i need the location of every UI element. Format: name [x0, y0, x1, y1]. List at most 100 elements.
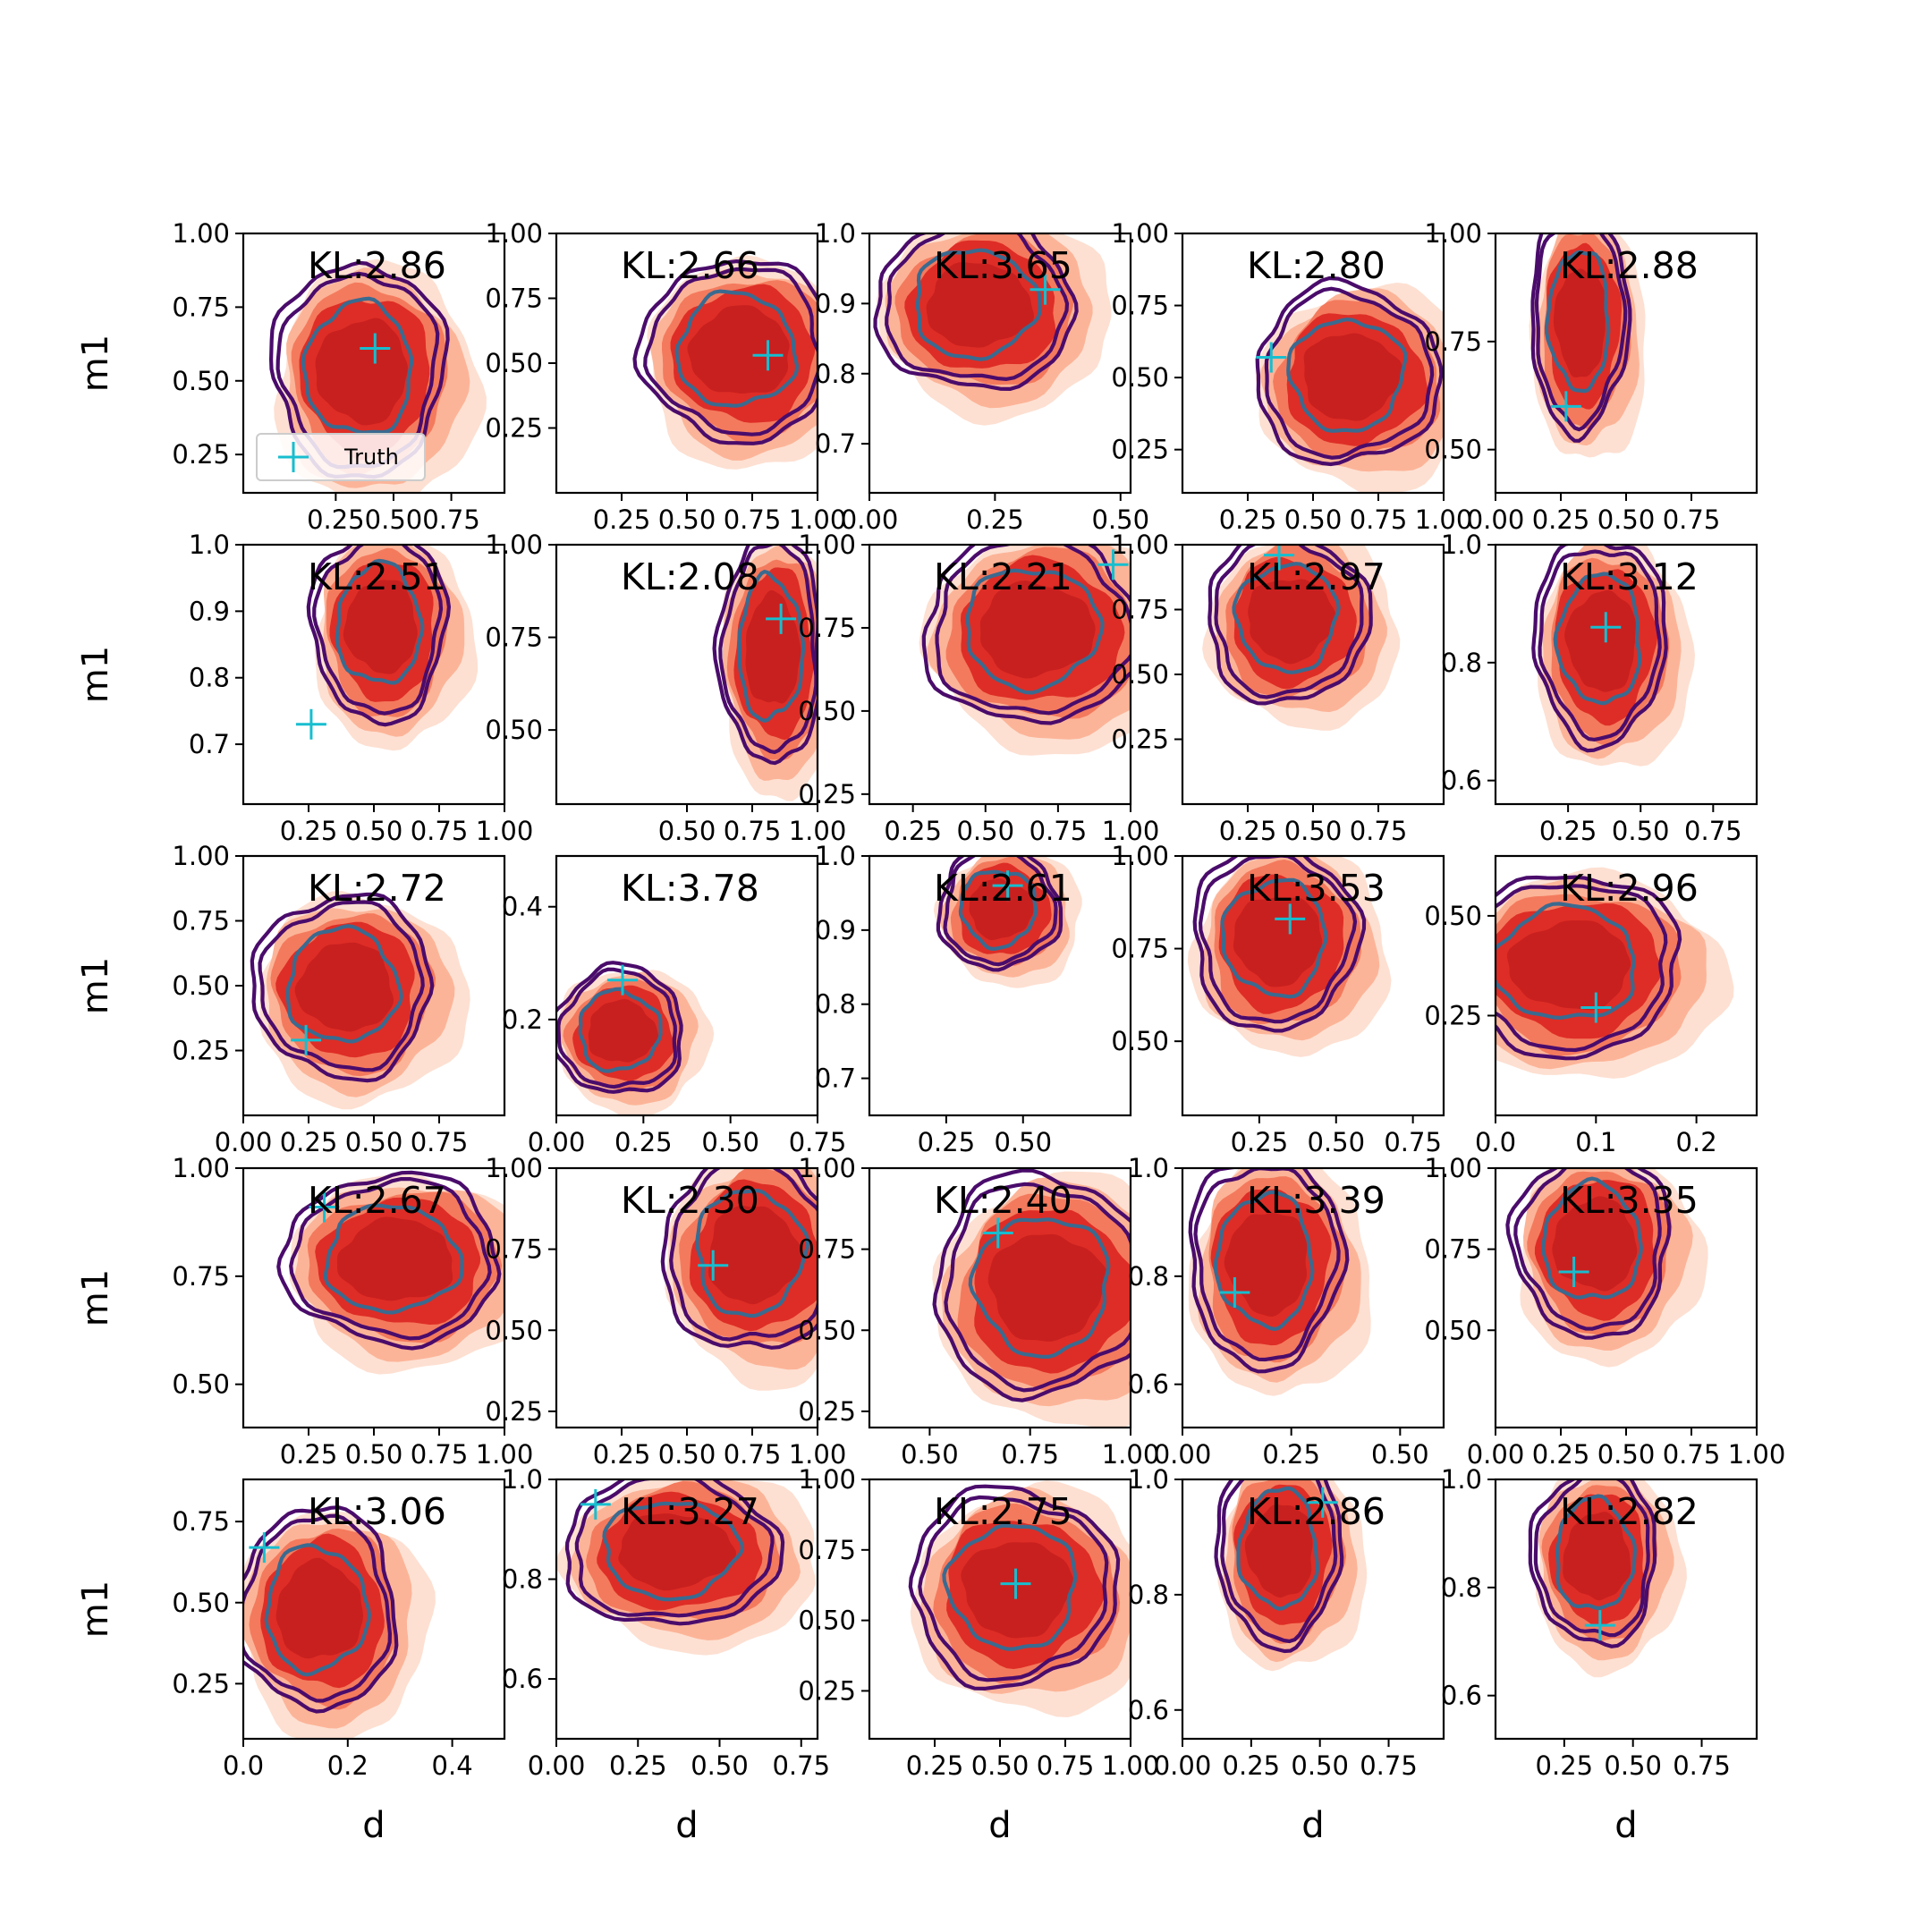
y-tick-label: 0.75: [172, 1506, 230, 1537]
x-tick-label: 0.2: [1676, 1127, 1717, 1157]
y-tick-label: 1.00: [1111, 841, 1169, 871]
y-tick-label: 0.50: [485, 715, 543, 745]
y-tick-label: 0.2: [502, 1004, 543, 1035]
axes-frame: [868, 543, 1132, 806]
x-tick-label: 1.00: [789, 504, 847, 535]
x-tick-label: 0.50: [1284, 816, 1343, 846]
contour-outer: [276, 1170, 502, 1351]
contour-inner: [695, 1188, 810, 1318]
kl-label: KL:2.86: [1247, 1490, 1385, 1533]
contour-outer: [243, 1505, 399, 1714]
x-tick-label: 1.00: [1102, 1750, 1160, 1781]
axes-frame: [1181, 1166, 1445, 1429]
contour-middle: [289, 1177, 492, 1341]
legend-label: Truth: [343, 445, 399, 470]
y-axis-label: m1: [75, 646, 116, 703]
y-tick-label: 0.75: [1111, 934, 1169, 964]
contour-middle: [243, 1513, 393, 1703]
kl-label: KL:2.72: [308, 867, 446, 910]
kl-label: KL:2.08: [621, 555, 759, 598]
x-tick-label: 0.50: [1371, 1439, 1429, 1470]
subplot-22: 0.00 0.25 0.50 0.75 0.6 0.8 1.0 KL:3.27 d: [502, 1464, 830, 1846]
kl-label: KL:2.51: [308, 555, 446, 598]
plot-area: [1529, 233, 1646, 458]
subplot-12: 0.00 0.25 0.50 0.75 0.2 0.4 KL:3.78: [502, 854, 846, 1157]
contour-inner: [1220, 877, 1328, 999]
x-tick-label: 0.00: [215, 1127, 273, 1157]
y-tick-label: 0.75: [485, 623, 543, 653]
y-tick-label: 0.75: [1424, 326, 1482, 357]
x-tick-label: 0.75: [772, 1750, 830, 1781]
truth-marker: [752, 340, 784, 371]
y-tick-label: 0.25: [485, 413, 543, 444]
y-tick-label: 0.4: [502, 892, 543, 922]
x-tick-label: 0.50: [1307, 1127, 1365, 1157]
kl-label: KL:2.80: [1247, 244, 1385, 287]
plot-area: [556, 961, 715, 1115]
contour-middle: [556, 967, 678, 1089]
subplot-1: 0.25 0.50 0.750.250.500.751.00KL:2.86m1Tru…: [75, 218, 506, 535]
kl-label: KL:2.40: [934, 1179, 1072, 1222]
contour-middle: [885, 233, 1070, 382]
y-tick-label: 0.25: [798, 779, 856, 809]
x-tick-label: 0.75: [411, 1439, 469, 1470]
density-fill-level-5: [979, 580, 1096, 679]
x-tick-label: 0.50: [901, 1439, 959, 1470]
kl-label: KL:2.21: [934, 555, 1072, 598]
density-fill-level-5: [926, 262, 1035, 348]
contour-inner: [285, 924, 403, 1044]
density-fill-level-5: [687, 305, 790, 394]
density-fill-level-5: [1564, 589, 1638, 692]
axes-frame: [1494, 854, 1758, 1117]
contour-middle: [669, 1168, 818, 1342]
axes-frame: [1181, 1478, 1445, 1741]
y-tick-label: 0.75: [485, 284, 543, 314]
legend-truth-marker: [278, 442, 309, 472]
y-tick-label: 0.8: [1128, 1261, 1169, 1292]
x-tick-label: 0.75: [1673, 1750, 1731, 1781]
y-tick-label: 1.00: [172, 218, 230, 249]
contour-inner: [1541, 1176, 1643, 1300]
x-tick-label: 0.00: [1467, 504, 1525, 535]
x-tick-label: 0.00: [1154, 1750, 1212, 1781]
x-tick-label: 1.00: [1415, 504, 1473, 535]
y-tick-label: 0.8: [1441, 1572, 1482, 1603]
x-tick-label: 0.50: [1091, 504, 1149, 535]
x-tick-label: 0.25: [307, 504, 365, 535]
contour-middle: [1214, 545, 1364, 699]
legend-box: [256, 433, 426, 481]
y-tick-label: 0.8: [815, 989, 856, 1020]
contour-inner: [1555, 1494, 1638, 1611]
x-tick-label: 0.75: [1037, 1750, 1095, 1781]
density-fill-level-5: [1563, 1512, 1631, 1601]
y-tick-label: 0.9: [815, 288, 856, 318]
x-tick-label: 0.50: [1291, 1750, 1349, 1781]
plot-area: [1202, 545, 1401, 731]
density-fill-level-5: [1244, 1504, 1313, 1598]
y-axis-label: m1: [75, 335, 116, 392]
truth-marker: [698, 1250, 729, 1281]
y-tick-label: 0.8: [815, 359, 856, 389]
y-tick-label: 1.0: [189, 530, 230, 560]
truth-marker: [1550, 391, 1581, 422]
kl-label: KL:2.96: [1560, 867, 1699, 910]
kl-label: KL:2.86: [308, 244, 446, 287]
contour-middle: [1533, 1479, 1650, 1638]
subplot-13: 0.25 0.50 0.7 0.8 0.9 1.0 KL:2.61: [815, 841, 1132, 1157]
truth-marker: [1558, 1257, 1589, 1287]
contour-inner: [264, 1543, 371, 1677]
axes-frame: [868, 1166, 1132, 1429]
x-tick-label: 0.25: [1223, 1750, 1281, 1781]
contour-inner: [1496, 902, 1636, 1021]
x-tick-label: 0.25: [1231, 1127, 1289, 1157]
y-tick-label: 0.50: [1111, 362, 1169, 393]
y-tick-label: 0.50: [172, 970, 230, 1001]
y-tick-label: 0.50: [1111, 1026, 1169, 1056]
contour-inner: [335, 558, 425, 685]
plot-area: [933, 856, 1082, 988]
truth-marker: [1584, 1610, 1615, 1641]
subplot-14: 0.25 0.50 0.75 0.50 0.75 1.00 KL:3.53: [1111, 841, 1445, 1157]
x-tick-label: 0.50: [365, 504, 423, 535]
